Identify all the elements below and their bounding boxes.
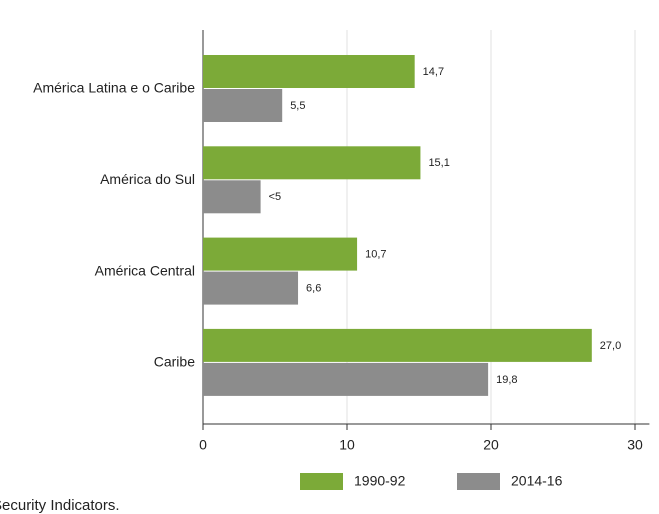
value-label: 19,8 [496,374,517,386]
bar [203,362,489,396]
x-tick-label: 0 [199,437,207,453]
bar [203,237,358,271]
legend-label: 2014-16 [511,473,563,489]
x-tick-label: 30 [627,437,643,453]
footnote: Security Indicators. [0,497,120,514]
value-label: 27,0 [600,340,621,352]
bar [203,271,299,305]
category-label: América Latina e o Caribe [33,80,195,96]
value-label: 10,7 [365,249,386,261]
bar [203,146,421,180]
value-label: <5 [269,191,282,203]
value-label: 5,5 [290,100,305,112]
category-label: América Central [95,262,195,278]
legend-swatch [457,473,500,490]
bar [203,180,261,214]
value-label: 15,1 [428,157,449,169]
bar [203,328,592,362]
category-label: América do Sul [100,171,195,187]
x-tick-label: 20 [483,437,499,453]
category-label: Caribe [154,354,195,370]
value-label: 14,7 [423,66,444,78]
legend-label: 1990-92 [354,473,406,489]
value-label: 6,6 [306,283,321,295]
x-tick-label: 10 [339,437,355,453]
bar [203,89,283,122]
legend-swatch [300,473,343,490]
bar [203,55,415,88]
